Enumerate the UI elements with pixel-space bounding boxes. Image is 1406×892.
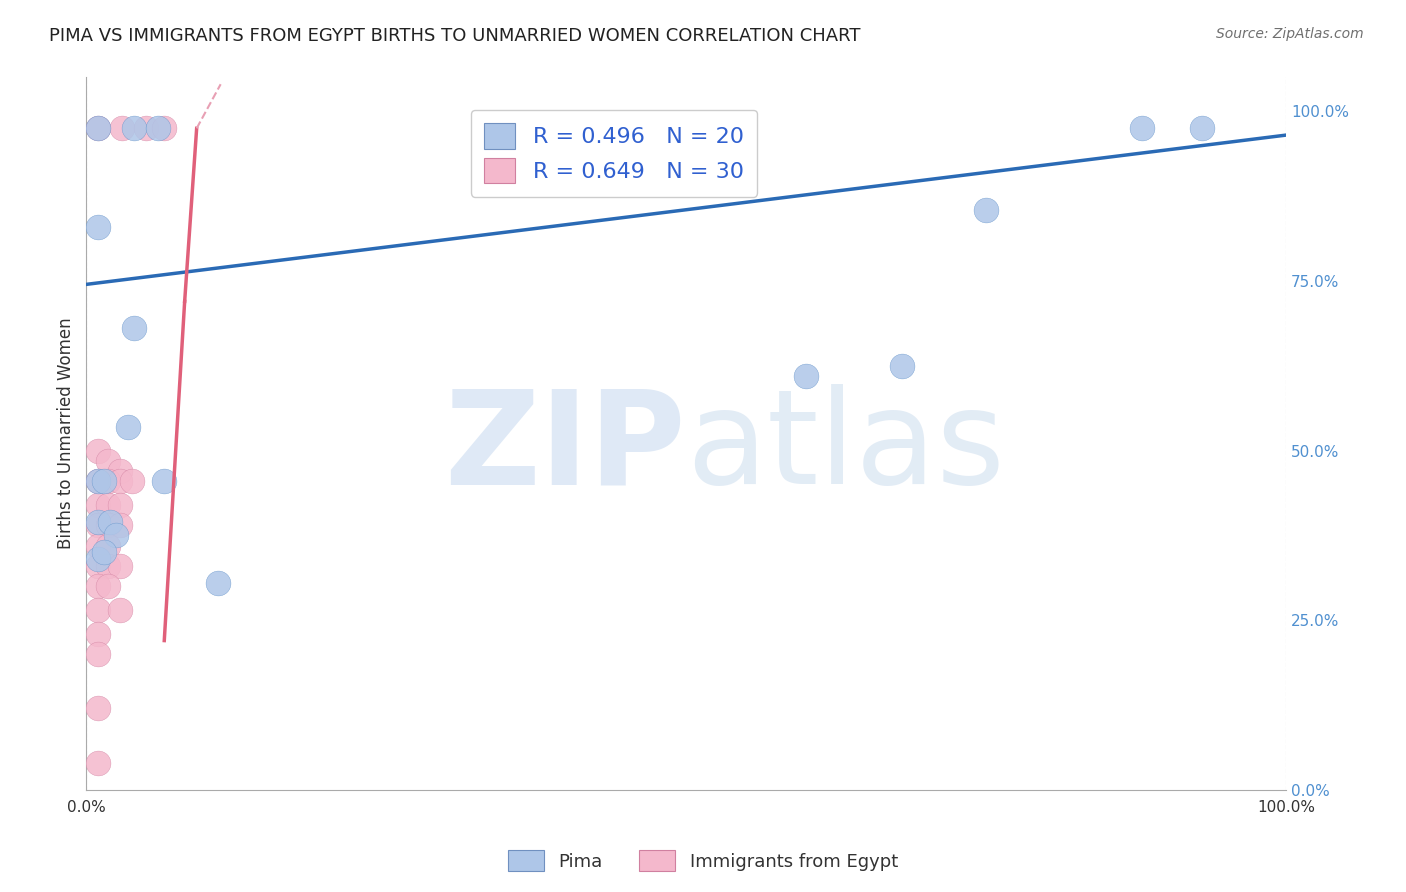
Point: [108, 603, 131, 617]
Point: [153, 121, 176, 136]
Point: [87, 701, 110, 715]
Point: [1191, 121, 1213, 136]
Point: [87, 498, 110, 512]
Point: [87, 474, 110, 488]
Point: [117, 420, 139, 434]
Point: [87, 603, 110, 617]
Point: [87, 579, 110, 593]
Point: [124, 121, 146, 136]
Point: [124, 321, 146, 335]
Point: [87, 443, 110, 458]
Point: [97, 474, 120, 488]
Point: [794, 368, 817, 383]
Text: Source: ZipAtlas.com: Source: ZipAtlas.com: [1216, 27, 1364, 41]
Point: [87, 756, 110, 770]
Point: [207, 575, 229, 590]
Point: [87, 552, 110, 566]
Point: [87, 121, 110, 136]
Point: [97, 498, 120, 512]
Y-axis label: Births to Unmarried Women: Births to Unmarried Women: [58, 318, 75, 549]
Point: [98, 515, 121, 529]
Point: [974, 202, 997, 217]
Point: [153, 474, 176, 488]
Text: atlas: atlas: [686, 384, 1005, 511]
Point: [93, 545, 115, 559]
Point: [891, 359, 914, 373]
Point: [97, 518, 120, 533]
Point: [1130, 121, 1153, 136]
Point: [97, 579, 120, 593]
Point: [87, 627, 110, 641]
Point: [97, 558, 120, 573]
Text: ZIP: ZIP: [444, 384, 686, 511]
Point: [87, 518, 110, 533]
Point: [87, 539, 110, 553]
Point: [111, 121, 134, 136]
Point: [135, 121, 157, 136]
Point: [87, 121, 110, 136]
Point: [105, 528, 128, 542]
Point: [97, 539, 120, 553]
Point: [148, 121, 170, 136]
Point: [87, 474, 110, 488]
Legend: R = 0.496   N = 20, R = 0.649   N = 30: R = 0.496 N = 20, R = 0.649 N = 30: [471, 110, 758, 197]
Point: [108, 498, 131, 512]
Legend: Pima, Immigrants from Egypt: Pima, Immigrants from Egypt: [501, 843, 905, 879]
Point: [108, 474, 131, 488]
Point: [87, 558, 110, 573]
Point: [121, 474, 143, 488]
Point: [87, 515, 110, 529]
Point: [97, 454, 120, 468]
Point: [108, 518, 131, 533]
Point: [93, 474, 115, 488]
Text: PIMA VS IMMIGRANTS FROM EGYPT BIRTHS TO UNMARRIED WOMEN CORRELATION CHART: PIMA VS IMMIGRANTS FROM EGYPT BIRTHS TO …: [49, 27, 860, 45]
Point: [108, 558, 131, 573]
Point: [87, 647, 110, 661]
Point: [108, 464, 131, 478]
Point: [87, 219, 110, 234]
